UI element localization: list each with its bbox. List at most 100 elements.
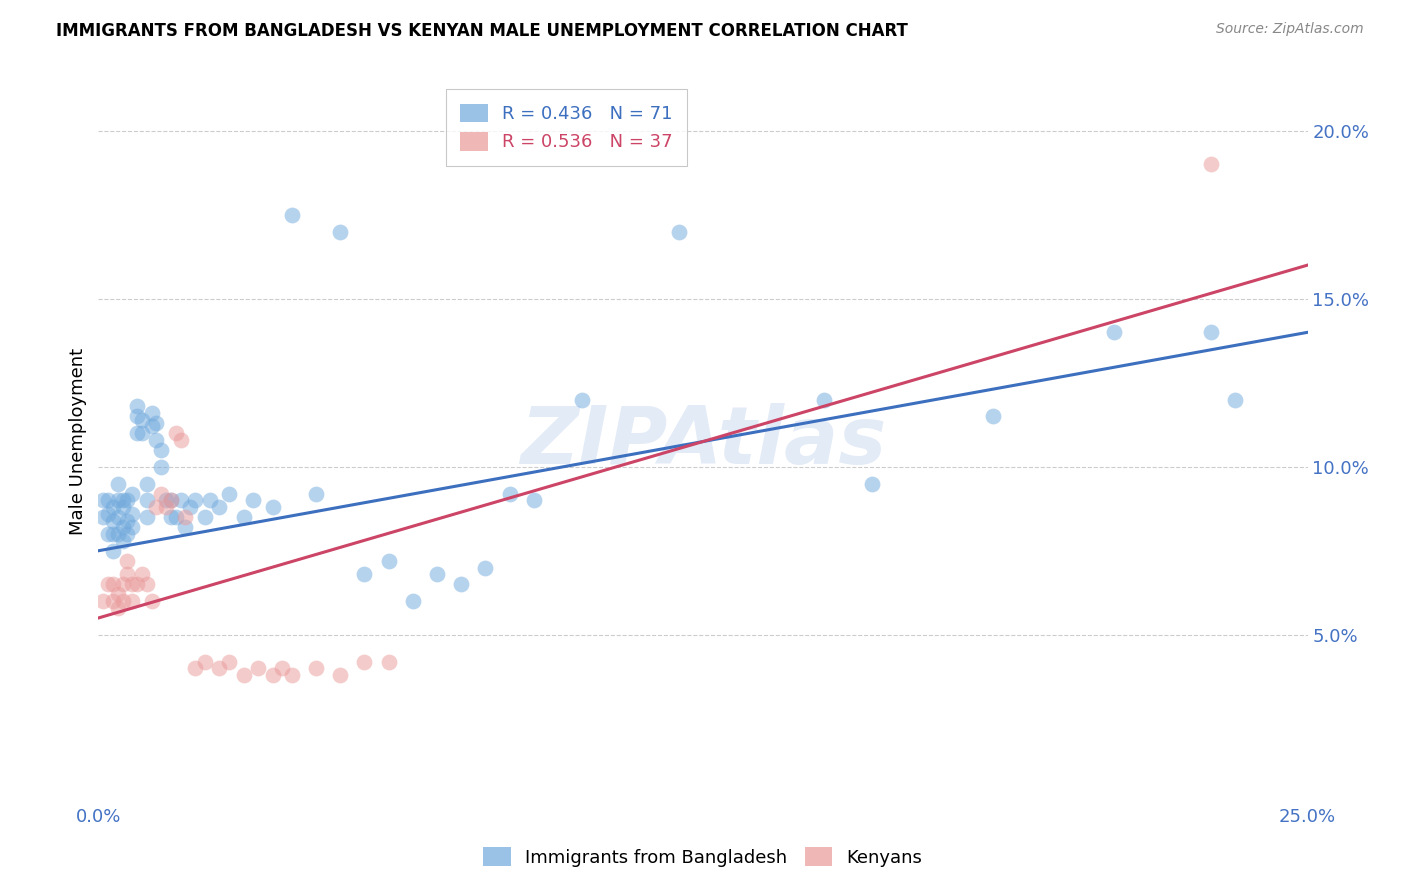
Point — [184, 493, 207, 508]
Point — [145, 500, 167, 514]
Point — [247, 661, 270, 675]
Point — [571, 392, 593, 407]
Point — [353, 567, 375, 582]
Point — [232, 510, 254, 524]
Point — [127, 399, 149, 413]
Point — [107, 493, 129, 508]
Point — [194, 655, 217, 669]
Point — [117, 567, 139, 582]
Point — [281, 668, 304, 682]
Point — [101, 514, 124, 528]
Point — [121, 594, 143, 608]
Point — [97, 577, 120, 591]
Point — [1223, 392, 1246, 407]
Point — [150, 459, 173, 474]
Point — [450, 577, 472, 591]
Point — [198, 493, 221, 508]
Point — [668, 225, 690, 239]
Point — [101, 577, 124, 591]
Point — [160, 493, 183, 508]
Point — [91, 510, 114, 524]
Point — [97, 527, 120, 541]
Point — [111, 533, 134, 548]
Point — [281, 208, 304, 222]
Point — [813, 392, 835, 407]
Point — [155, 500, 177, 514]
Point — [150, 442, 173, 457]
Point — [377, 655, 399, 669]
Point — [111, 493, 134, 508]
Point — [426, 567, 449, 582]
Point — [107, 600, 129, 615]
Point — [174, 520, 197, 534]
Point — [127, 409, 149, 424]
Point — [1102, 326, 1125, 340]
Point — [127, 577, 149, 591]
Point — [498, 486, 520, 500]
Legend: R = 0.436   N = 71, R = 0.536   N = 37: R = 0.436 N = 71, R = 0.536 N = 37 — [446, 89, 688, 166]
Point — [179, 500, 201, 514]
Point — [174, 510, 197, 524]
Point — [860, 476, 883, 491]
Point — [305, 661, 328, 675]
Point — [169, 493, 191, 508]
Point — [135, 493, 157, 508]
Point — [242, 493, 264, 508]
Point — [377, 554, 399, 568]
Point — [262, 668, 284, 682]
Point — [141, 406, 163, 420]
Text: IMMIGRANTS FROM BANGLADESH VS KENYAN MALE UNEMPLOYMENT CORRELATION CHART: IMMIGRANTS FROM BANGLADESH VS KENYAN MAL… — [56, 22, 908, 40]
Point — [135, 577, 157, 591]
Point — [160, 510, 183, 524]
Point — [145, 433, 167, 447]
Point — [131, 413, 153, 427]
Point — [111, 520, 134, 534]
Y-axis label: Male Unemployment: Male Unemployment — [69, 348, 87, 535]
Point — [141, 594, 163, 608]
Point — [262, 500, 284, 514]
Point — [121, 577, 143, 591]
Point — [91, 493, 114, 508]
Point — [117, 514, 139, 528]
Point — [141, 419, 163, 434]
Point — [208, 661, 231, 675]
Point — [131, 426, 153, 441]
Point — [111, 577, 134, 591]
Point — [1199, 157, 1222, 171]
Point — [111, 500, 134, 514]
Text: ZIPAtlas: ZIPAtlas — [520, 402, 886, 481]
Legend: Immigrants from Bangladesh, Kenyans: Immigrants from Bangladesh, Kenyans — [477, 840, 929, 874]
Point — [111, 594, 134, 608]
Point — [97, 493, 120, 508]
Point — [165, 510, 187, 524]
Point — [117, 554, 139, 568]
Point — [107, 510, 129, 524]
Point — [1199, 326, 1222, 340]
Point — [121, 486, 143, 500]
Point — [127, 426, 149, 441]
Point — [150, 486, 173, 500]
Point — [101, 527, 124, 541]
Point — [981, 409, 1004, 424]
Point — [329, 668, 352, 682]
Point — [218, 486, 240, 500]
Point — [117, 493, 139, 508]
Point — [523, 493, 546, 508]
Point — [232, 668, 254, 682]
Point — [121, 507, 143, 521]
Point — [353, 655, 375, 669]
Point — [169, 433, 191, 447]
Point — [107, 527, 129, 541]
Point — [474, 560, 496, 574]
Point — [194, 510, 217, 524]
Point — [101, 500, 124, 514]
Point — [91, 594, 114, 608]
Point — [145, 416, 167, 430]
Point — [155, 493, 177, 508]
Point — [135, 476, 157, 491]
Point — [107, 587, 129, 601]
Point — [107, 476, 129, 491]
Point — [101, 594, 124, 608]
Point — [218, 655, 240, 669]
Point — [160, 493, 183, 508]
